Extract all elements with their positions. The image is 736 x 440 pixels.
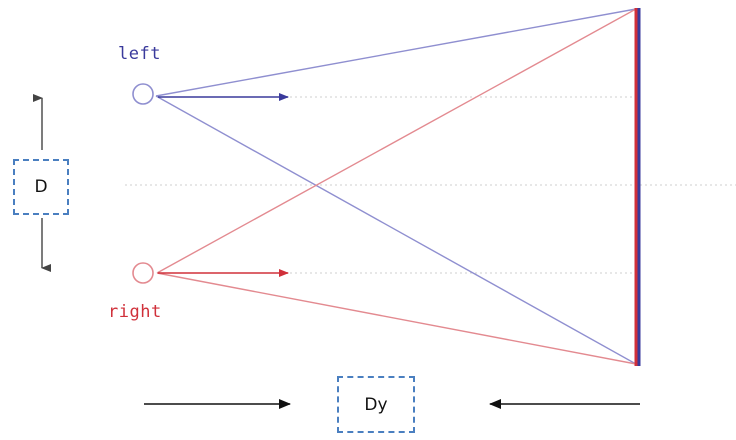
left-ray-bottom xyxy=(155,95,637,365)
right-eye-circle xyxy=(132,262,154,284)
right-ray-top xyxy=(156,8,637,274)
left-eye-circle xyxy=(132,83,154,105)
left-eye-label: left xyxy=(118,44,161,64)
left-ray-top xyxy=(155,8,637,97)
d-label-box: D xyxy=(13,159,69,215)
dy-label-box: Dy xyxy=(337,376,415,433)
right-ray-bottom xyxy=(156,272,637,365)
right-eye-label: right xyxy=(108,302,162,322)
